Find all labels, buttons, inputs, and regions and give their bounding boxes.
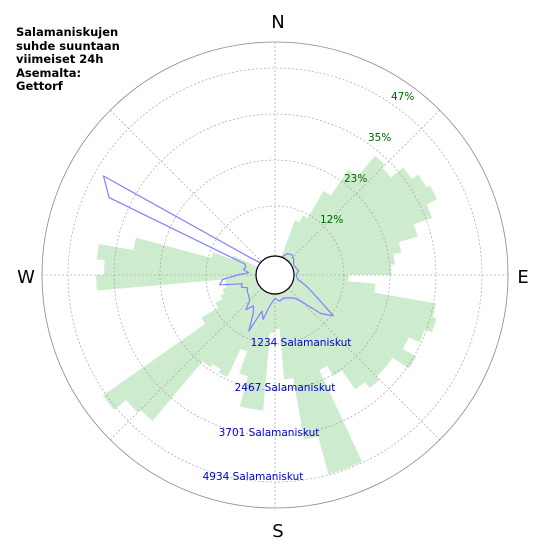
histogram-bar (218, 291, 267, 378)
histogram-bar (281, 292, 363, 469)
percent-tick-labels: 12% 23% 35% 47% (320, 91, 414, 226)
histogram-bar (291, 185, 438, 267)
compass-west-label: W (17, 267, 35, 288)
histogram-layer (96, 155, 438, 475)
histogram-bar (275, 293, 280, 330)
histogram-bar (284, 191, 331, 260)
chart-title: Salamaniskujen suhde suuntaan viimeiset … (16, 25, 120, 94)
percent-tick-label: 47% (391, 91, 414, 103)
histogram-bar (292, 204, 433, 269)
center-circle (255, 255, 295, 295)
histogram-bar (293, 241, 402, 272)
histogram-bar (284, 290, 342, 376)
histogram-bar (292, 279, 437, 333)
histogram-bar (201, 284, 260, 324)
histogram-bar (212, 290, 266, 370)
histogram-bar (293, 275, 349, 282)
histogram-bar (290, 174, 427, 266)
histogram-bar (239, 293, 272, 409)
grid-spoke (110, 288, 262, 440)
histogram-bar (202, 289, 265, 368)
count-tick-label: 4934 Salamaniskut (203, 471, 304, 483)
histogram-bar (225, 278, 257, 288)
histogram-bar (288, 167, 392, 263)
count-tick-label: 3701 Salamaniskut (219, 427, 320, 439)
histogram-bar (287, 155, 385, 262)
histogram-bar (288, 287, 386, 377)
histogram-bar (140, 288, 263, 421)
compass-east-label: E (517, 267, 528, 288)
histogram-bar (133, 237, 257, 272)
histogram-bar (126, 287, 262, 413)
title-line-5: Gettorf (16, 79, 63, 93)
histogram-bar (285, 170, 358, 261)
histogram-bar (292, 224, 418, 271)
percent-tick-label: 35% (368, 132, 391, 144)
histogram-bar (293, 264, 392, 275)
count-tick-label: 2467 Salamaniskut (235, 382, 336, 394)
histogram-bar (287, 288, 380, 389)
grid-layer (41, 41, 509, 509)
histogram-bar (251, 293, 274, 411)
title-line-4: Asemalta: (16, 65, 82, 80)
histogram-bar (283, 215, 308, 259)
title-line-3: viimeiset 24h (16, 52, 104, 66)
histogram-bar (278, 293, 319, 440)
histogram-bar (289, 167, 412, 265)
histogram-bar (96, 275, 257, 291)
histogram-bar (289, 285, 393, 368)
count-tick-label: 1234 Salamaniskut (251, 337, 352, 349)
histogram-bar (276, 293, 294, 380)
histogram-bar (220, 281, 258, 300)
count-tick-labels: 1234 Salamaniskut 2467 Salamaniskut 3701… (203, 337, 352, 483)
histogram-bar (96, 243, 257, 274)
compass-north-label: N (271, 12, 284, 33)
title-line-2: suhde suuntaan (16, 38, 120, 53)
percent-tick-label: 23% (344, 173, 367, 185)
percent-tick-label: 12% (320, 214, 343, 226)
histogram-bar (292, 281, 425, 343)
histogram-bar (102, 285, 261, 410)
strike-count-line (102, 175, 334, 332)
histogram-bar (231, 255, 258, 269)
histogram-bar (285, 289, 365, 390)
histogram-bar (103, 260, 257, 275)
compass-south-label: S (272, 521, 283, 542)
histogram-bar (291, 283, 409, 349)
grid-spoke (110, 110, 262, 262)
histogram-bar (293, 254, 395, 274)
histogram-bar (293, 278, 436, 318)
histogram-bar (283, 291, 328, 370)
histogram-bar (222, 279, 258, 294)
histogram-bar (269, 293, 275, 333)
title-line-1: Salamaniskujen (16, 25, 119, 39)
histogram-bar (290, 284, 417, 369)
histogram-bar (293, 276, 376, 293)
line-layer (102, 175, 334, 332)
histogram-bar (225, 276, 257, 284)
histogram-bar (281, 220, 300, 258)
